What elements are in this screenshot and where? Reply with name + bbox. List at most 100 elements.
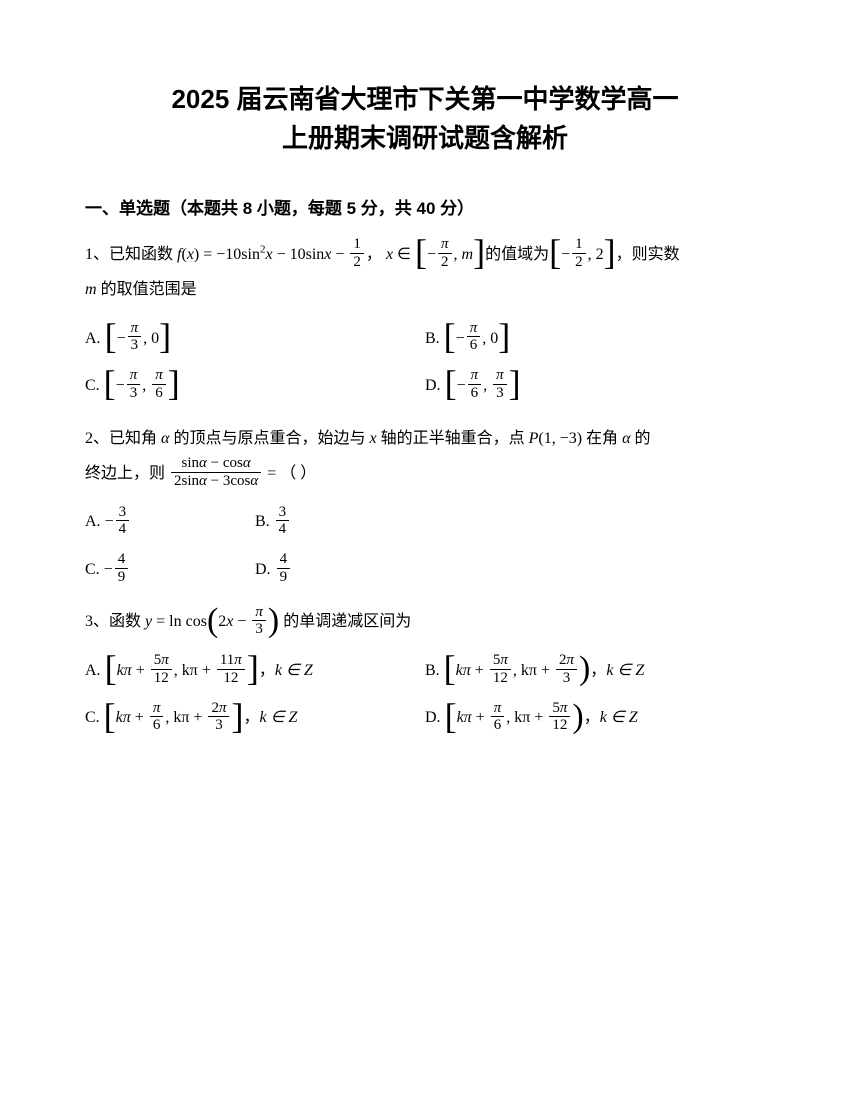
a-pi3: π xyxy=(234,652,242,668)
q2lC: C. xyxy=(85,561,100,578)
c-k: k xyxy=(116,709,123,726)
a-c: ， xyxy=(259,662,275,679)
c-pi: π xyxy=(130,367,138,383)
q3-opt-b: B.[kπ + 5π12, kπ + 2π3)，k ∈ Z xyxy=(425,650,765,692)
a-11: 11 xyxy=(220,652,234,668)
q1-x: x xyxy=(187,246,194,263)
q1-rng: 的值域为 xyxy=(485,246,549,263)
q2-eq: = （ ） xyxy=(263,465,316,482)
q3-t1: 函数 xyxy=(109,613,145,630)
q1-opt-c: C.[−π3, π6] xyxy=(85,365,425,407)
q1-hn: 1 xyxy=(350,236,364,254)
q1-stem: 1、已知函数 f(x) = −10sin2x − 10sinx − 12， x … xyxy=(85,237,765,308)
q2c-4: 4 xyxy=(115,551,129,569)
b-p: + xyxy=(471,662,488,679)
a-3: 3 xyxy=(128,337,142,354)
q1-text: 已知函数 xyxy=(109,246,177,263)
q1-mid2: − 10sin xyxy=(273,246,325,263)
q2-t4: 在角 xyxy=(582,430,622,447)
d-pi2: π xyxy=(494,700,502,716)
d-pi: π xyxy=(464,709,472,726)
title-line-2: 上册期末调研试题含解析 xyxy=(282,123,568,153)
d-pi3: π xyxy=(560,700,568,716)
b-c: ， xyxy=(590,662,606,679)
a-k: k xyxy=(117,662,124,679)
q2a-neg: − xyxy=(105,513,114,530)
section-1-header: 一、单选题（本题共 8 小题，每题 5 分，共 40 分） xyxy=(85,194,765,219)
q2-a6: α xyxy=(250,473,258,489)
lblC: C. xyxy=(85,377,100,394)
q3-stem: 3、函数 y = ln cos(2x − π3) 的单调递减区间为 xyxy=(85,604,765,639)
d-c: ， xyxy=(584,709,600,726)
a-pi2: π xyxy=(161,652,169,668)
question-3: 3、函数 y = ln cos(2x − π3) 的单调递减区间为 A.[kπ … xyxy=(85,604,765,739)
d-p: + xyxy=(472,709,489,726)
a-kp2: kπ xyxy=(182,662,198,679)
q1-mid: = −10sin xyxy=(199,246,260,263)
q2-t3: 轴的正半轴重合，点 xyxy=(377,430,529,447)
c-p2: + xyxy=(189,709,206,726)
d-6: 6 xyxy=(468,385,482,402)
c-6: 6 xyxy=(150,717,164,734)
q3-opts-1: A.[kπ + 5π12, kπ + 11π12]，k ∈ Z B.[kπ + … xyxy=(85,650,765,692)
q3-3: 3 xyxy=(252,621,266,638)
d-neg: − xyxy=(457,377,466,394)
q1-x2: x xyxy=(265,246,272,263)
q1-opts-2: C.[−π3, π6] D.[−π6, π3] xyxy=(85,365,765,407)
c-pi2: π xyxy=(153,700,161,716)
q2-cos1: cos xyxy=(223,455,243,471)
c-6: 6 xyxy=(152,385,166,402)
q2-sin2: sin xyxy=(182,473,200,489)
q2-opt-b: B. 34 xyxy=(255,501,425,543)
q1-c1: ， xyxy=(366,246,382,263)
a-0: 0 xyxy=(151,330,159,347)
q3lA: A. xyxy=(85,662,101,679)
b-kp2: kπ xyxy=(521,662,537,679)
q2lB: B. xyxy=(255,513,270,530)
q1-hd: 2 xyxy=(350,254,364,271)
a-p: + xyxy=(132,662,149,679)
b-neg: − xyxy=(456,330,465,347)
q2a-3: 3 xyxy=(116,504,130,522)
q1-pi1: π xyxy=(441,236,449,252)
c-3: 3 xyxy=(208,717,229,734)
a-12: 12 xyxy=(151,670,172,687)
d-pi2: π xyxy=(496,367,504,383)
b-p2: + xyxy=(537,662,554,679)
c-pi3: π xyxy=(219,700,227,716)
b-pi2: π xyxy=(500,652,508,668)
c-2: 2 xyxy=(211,700,219,716)
q2-pt: (1, −3) xyxy=(538,430,582,447)
q2b-3: 3 xyxy=(276,504,290,522)
q1-opt-b: B.[−π6, 0] xyxy=(425,318,765,360)
d-pi: π xyxy=(471,367,479,383)
lblA: A. xyxy=(85,330,101,347)
q1-x4: x xyxy=(386,246,393,263)
q2b-4: 4 xyxy=(276,521,290,538)
d-z: k ∈ Z xyxy=(600,709,638,726)
q2-t6: 终边上，则 xyxy=(85,465,169,482)
c-3: 3 xyxy=(127,385,141,402)
q3lD: D. xyxy=(425,709,441,726)
q1-neg2: − xyxy=(561,246,570,263)
title-line-1: 2025 届云南省大理市下关第一中学数学高一 xyxy=(171,84,678,114)
q3lC: C. xyxy=(85,709,100,726)
d-12: 12 xyxy=(549,717,570,734)
q2a-4: 4 xyxy=(116,521,130,538)
c-neg: − xyxy=(116,377,125,394)
a-z: k ∈ Z xyxy=(275,662,313,679)
q2lA: A. xyxy=(85,513,101,530)
a-p2: + xyxy=(198,662,215,679)
q2-2: 2 xyxy=(174,473,182,489)
d-6: 6 xyxy=(491,717,505,734)
c-pi2: π xyxy=(155,367,163,383)
q2-opt-a: A.−34 xyxy=(85,501,255,543)
b-12: 12 xyxy=(490,670,511,687)
d-kp2: kπ xyxy=(514,709,530,726)
q3-number: 3、 xyxy=(85,613,109,630)
q3-pi: π xyxy=(255,604,263,620)
q1-opt-d: D.[−π6, π3] xyxy=(425,365,765,407)
q2-t1: 已知角 xyxy=(109,430,161,447)
q2-a5: α xyxy=(199,473,207,489)
q2-cos2: cos xyxy=(230,473,250,489)
